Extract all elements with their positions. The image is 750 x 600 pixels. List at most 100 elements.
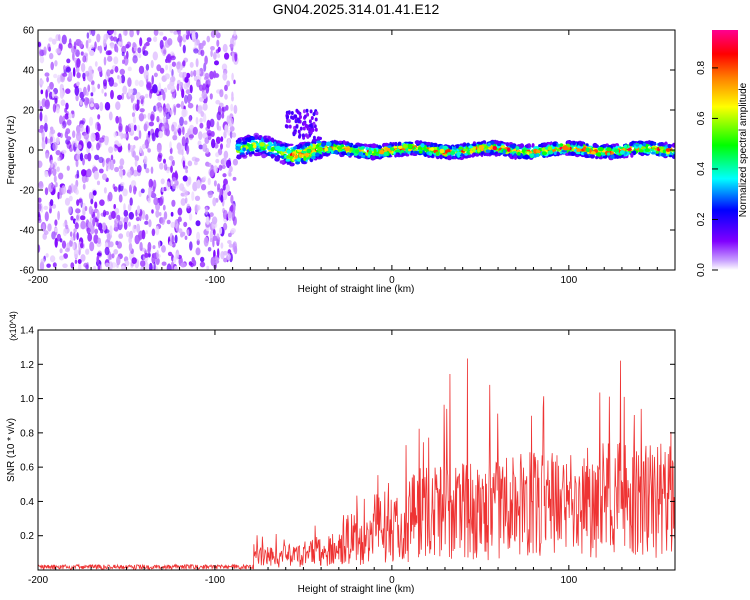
band-cell <box>407 141 414 145</box>
band-cell <box>286 155 290 159</box>
noise-speckle <box>103 187 107 194</box>
band-cell <box>485 144 489 149</box>
band-cell <box>299 153 302 158</box>
noise-speckle <box>156 145 162 153</box>
band-cell <box>275 145 281 151</box>
noise-speckle <box>104 229 110 234</box>
noise-speckle <box>233 104 238 114</box>
noise-speckle <box>165 181 171 191</box>
band-cell <box>418 150 423 154</box>
noise-speckle <box>195 69 201 76</box>
noise-speckle <box>54 237 58 248</box>
band-cell <box>457 146 464 150</box>
band-cell <box>395 153 399 157</box>
noise-speckle <box>123 55 127 60</box>
noise-speckle <box>108 30 114 35</box>
noise-speckle <box>188 213 193 221</box>
noise-speckle <box>185 89 191 95</box>
noise-speckle <box>75 94 79 102</box>
noise-speckle <box>151 75 154 85</box>
noise-speckle <box>202 132 208 139</box>
noise-speckle <box>74 222 79 230</box>
noise-speckle <box>50 129 56 135</box>
band-cell <box>309 123 312 128</box>
noise-speckle <box>65 224 69 230</box>
band-cell <box>352 144 359 149</box>
noise-speckle <box>84 153 89 160</box>
noise-speckle <box>202 113 207 123</box>
y-tick-label: 0.4 <box>20 497 34 508</box>
noise-speckle <box>108 146 114 154</box>
noise-speckle <box>159 67 165 74</box>
noise-speckle <box>64 113 69 120</box>
noise-speckle <box>62 222 66 227</box>
noise-speckle <box>138 130 142 140</box>
noise-speckle <box>212 238 215 248</box>
x-tick-label: 0 <box>389 275 395 286</box>
noise-speckle <box>161 187 164 193</box>
noise-speckle <box>110 69 114 75</box>
noise-speckle <box>43 230 49 235</box>
noise-speckle <box>152 84 158 94</box>
x-tick-label: 0 <box>389 575 395 586</box>
noise-speckle <box>94 228 99 235</box>
y-tick-label: 60 <box>23 26 35 37</box>
noise-speckle <box>115 101 121 111</box>
noise-speckle <box>172 134 178 141</box>
band-cell <box>505 142 510 147</box>
band-cell <box>584 154 589 157</box>
band-cell <box>298 133 302 138</box>
band-cell <box>235 143 242 147</box>
noise-speckle <box>65 128 71 135</box>
noise-speckle <box>183 221 188 228</box>
band-cell <box>624 151 628 155</box>
noise-speckle <box>209 93 213 100</box>
noise-speckle <box>228 165 233 173</box>
noise-speckle <box>147 197 152 204</box>
noise-speckle <box>115 46 119 53</box>
noise-speckle <box>113 56 119 65</box>
band-cell <box>462 148 468 152</box>
noise-speckle <box>99 137 105 143</box>
band-cell <box>246 143 250 147</box>
noise-speckle <box>202 103 208 111</box>
noise-speckle <box>86 141 92 149</box>
noise-speckle <box>222 173 227 178</box>
noise-speckle <box>54 97 58 104</box>
noise-speckle <box>97 83 101 90</box>
noise-speckle <box>232 210 236 215</box>
noise-speckle <box>97 265 101 270</box>
band-cell <box>616 152 620 155</box>
noise-speckle <box>173 92 176 99</box>
noise-speckle <box>50 136 53 143</box>
noise-speckle <box>44 187 49 196</box>
band-cell <box>483 151 487 157</box>
noise-speckle <box>57 156 61 162</box>
noise-speckle <box>126 231 131 238</box>
noise-speckle <box>129 122 135 129</box>
band-cell <box>311 155 316 160</box>
noise-speckle <box>130 88 134 94</box>
band-cell <box>486 143 492 146</box>
noise-speckle <box>151 209 154 214</box>
band-cell <box>455 144 459 149</box>
band-cell <box>566 140 571 144</box>
noise-speckle <box>163 49 167 55</box>
noise-speckle <box>138 113 145 122</box>
band-cell <box>628 147 632 152</box>
noise-speckle <box>41 131 45 138</box>
band-cell <box>250 137 256 140</box>
noise-speckle <box>106 69 111 77</box>
noise-speckle <box>38 203 42 212</box>
band-cell <box>402 143 408 149</box>
noise-speckle <box>205 84 210 94</box>
noise-speckle <box>146 81 152 90</box>
noise-speckle <box>156 102 162 108</box>
band-cell <box>312 112 316 117</box>
band-cell <box>306 148 312 154</box>
noise-speckle <box>65 66 71 73</box>
noise-speckle <box>163 158 166 164</box>
noise-speckle <box>153 197 159 206</box>
noise-speckle <box>38 182 44 190</box>
noise-speckle <box>104 101 111 111</box>
